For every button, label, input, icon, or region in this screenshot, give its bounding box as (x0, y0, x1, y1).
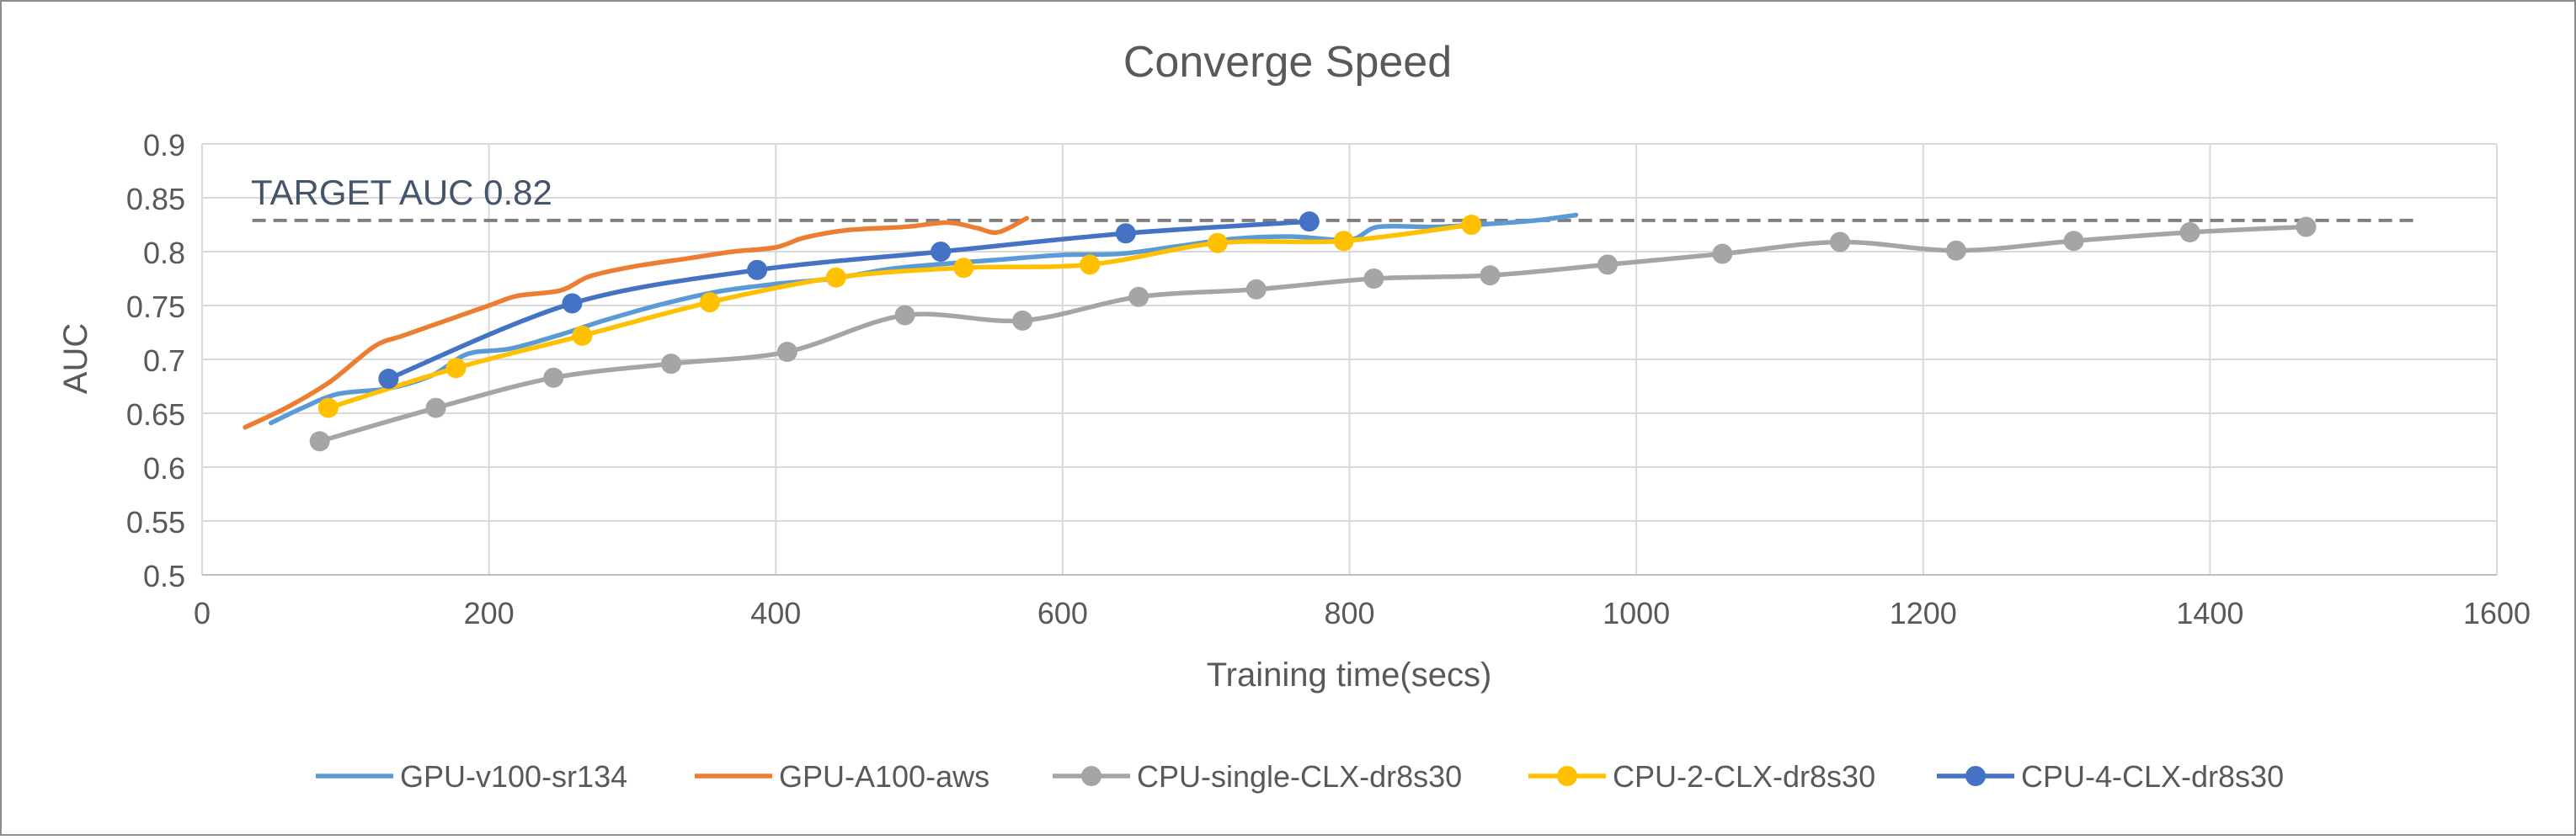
x-tick-label: 1600 (2463, 596, 2531, 630)
y-tick-label: 0.75 (126, 290, 185, 324)
x-tick-label: 1400 (2176, 596, 2243, 630)
y-tick-label: 0.6 (143, 451, 185, 486)
data-point (1012, 310, 1033, 331)
y-tick-label: 0.85 (126, 182, 185, 216)
x-tick-label: 1200 (1890, 596, 1957, 630)
legend-swatch-marker (1081, 766, 1101, 786)
data-point (1128, 286, 1149, 307)
x-tick-label: 800 (1324, 596, 1374, 630)
y-tick-label: 0.8 (143, 236, 185, 270)
series-2 (243, 215, 1030, 430)
data-point (1080, 254, 1101, 275)
legend-item: CPU-4-CLX-dr8s30 (1937, 759, 2284, 794)
data-point (543, 367, 564, 388)
gridlines (201, 143, 2498, 576)
y-tick-label: 0.55 (126, 505, 185, 540)
data-point (572, 325, 593, 346)
x-tick-label: 400 (750, 596, 801, 630)
data-point (1363, 268, 1384, 289)
data-point (776, 342, 797, 363)
series-line (326, 222, 1475, 411)
legend-label: GPU-v100-sr134 (400, 759, 627, 794)
data-point (1115, 223, 1136, 244)
legend-item: CPU-2-CLX-dr8s30 (1528, 759, 1875, 794)
legend-label: CPU-single-CLX-dr8s30 (1137, 759, 1462, 794)
chart-title: Converge Speed (1123, 38, 1452, 87)
legend-swatch-marker (1557, 766, 1577, 786)
data-point (2179, 221, 2200, 242)
y-tick-label: 0.9 (143, 128, 185, 162)
axes: 0.5 0.55 0.6 0.65 0.7 0.75 0.8 0.85 0.9 0 200 400 60… (126, 128, 2531, 630)
data-point (699, 292, 720, 313)
data-point (2063, 231, 2084, 252)
data-point (1712, 243, 1733, 264)
data-point (1207, 232, 1228, 253)
data-point (953, 258, 974, 279)
data-point (1597, 254, 1619, 275)
data-point (1299, 211, 1320, 232)
x-tick-label: 1000 (1603, 596, 1670, 630)
legend-item: GPU-v100-sr134 (316, 759, 627, 794)
data-point (445, 358, 467, 379)
y-tick-label: 0.7 (143, 343, 185, 378)
data-point (1480, 265, 1501, 286)
legend-item: GPU-A100-aws (695, 759, 989, 794)
legend-swatch-marker (1965, 766, 1986, 786)
y-axis-title: AUC (57, 323, 94, 394)
series-lines (243, 211, 2317, 452)
data-point (825, 267, 846, 288)
data-point (425, 397, 446, 418)
y-tick-label: 0.65 (126, 397, 185, 432)
target-line-group: TARGET AUC 0.82 (251, 173, 2419, 222)
series-line (386, 219, 1312, 381)
data-point (747, 259, 768, 280)
y-tick-label: 0.5 (143, 559, 185, 593)
data-point (931, 242, 952, 262)
legend-label: GPU-A100-aws (779, 759, 989, 794)
data-point (562, 293, 583, 314)
legend-label: CPU-4-CLX-dr8s30 (2021, 759, 2284, 794)
data-point (378, 369, 399, 390)
series-4 (317, 215, 1482, 418)
x-tick-label: 200 (464, 596, 515, 630)
data-point (1461, 215, 1482, 235)
data-point (894, 305, 915, 326)
series-5 (378, 211, 1320, 390)
data-point (309, 431, 330, 452)
data-point (1829, 231, 1850, 253)
data-point (1945, 240, 1966, 261)
legend: GPU-v100-sr134 GPU-A100-aws CPU-single-CLX… (316, 759, 2284, 794)
target-auc-label: TARGET AUC 0.82 (251, 173, 552, 212)
data-point (317, 397, 339, 418)
legend-item: CPU-single-CLX-dr8s30 (1053, 759, 1462, 794)
series-line (243, 215, 1030, 430)
data-point (1245, 279, 1267, 300)
x-axis-title: Training time(secs) (1207, 657, 1492, 694)
data-point (2296, 216, 2317, 237)
data-point (660, 354, 681, 375)
x-tick-label: 600 (1037, 596, 1088, 630)
legend-label: CPU-2-CLX-dr8s30 (1613, 759, 1875, 794)
x-tick-label: 0 (194, 596, 211, 630)
series-3 (309, 216, 2317, 452)
data-point (1333, 231, 1354, 252)
